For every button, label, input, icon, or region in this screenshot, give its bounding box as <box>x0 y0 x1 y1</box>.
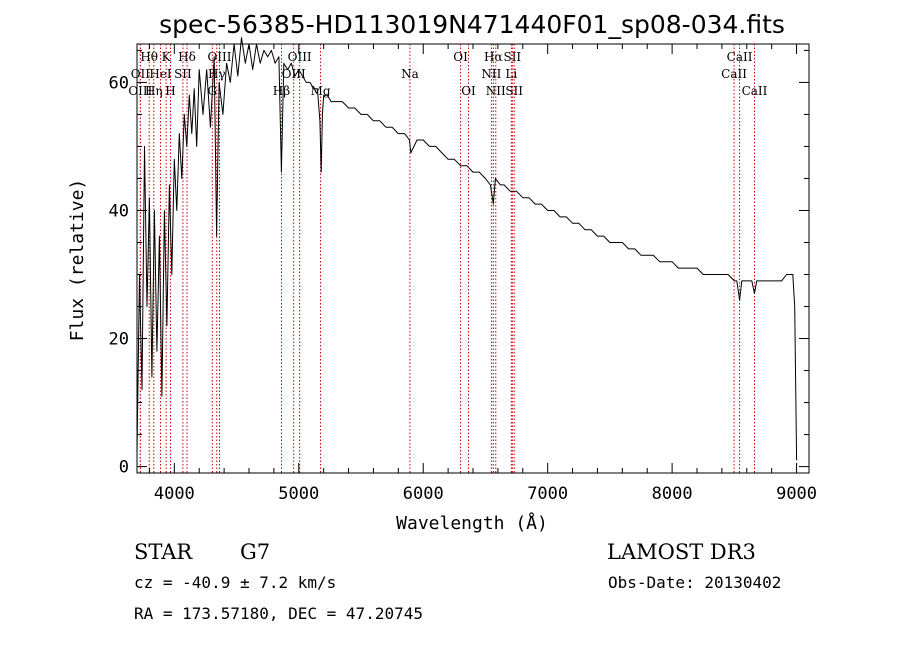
chart-title: spec-56385-HD113019N471440F01_sp08-034.f… <box>159 10 785 39</box>
spectral-line-label: NII <box>486 84 506 98</box>
spectral-line-label: Mg <box>311 84 331 98</box>
spectral-line-label: CaII <box>727 50 753 64</box>
spectral-line-label: OIII <box>288 50 312 64</box>
ra-dec-coordinates: RA = 173.57180, DEC = 47.20745 <box>134 604 423 623</box>
object-class: STAR <box>134 540 193 564</box>
spectral-line-label: Hγ <box>208 67 226 81</box>
spectral-line-label: Hβ <box>273 84 290 98</box>
x-tick-label: 9000 <box>776 484 817 504</box>
spectral-line-label: SII <box>503 50 521 64</box>
spectral-line-label: Li <box>505 67 517 81</box>
y-tick-label: 60 <box>109 73 129 93</box>
spectral-line-label: H <box>165 84 175 98</box>
x-axis-label: Wavelength (Å) <box>396 512 548 534</box>
y-tick-label: 0 <box>119 458 129 478</box>
spectral-subclass: G7 <box>240 540 270 564</box>
y-tick-label: 40 <box>109 201 129 221</box>
survey-name: LAMOST DR3 <box>607 540 756 564</box>
y-axis-label: Flux (relative) <box>67 179 88 342</box>
spectral-line-label: OIII <box>282 67 306 81</box>
x-tick-label: 7000 <box>527 484 568 504</box>
spectral-line-label: OI <box>461 84 476 98</box>
spectral-line-label: K <box>162 50 172 64</box>
x-tick-label: 4000 <box>154 484 195 504</box>
spectral-line-label: NII <box>481 67 501 81</box>
spectral-line-label: HeI <box>149 67 172 81</box>
spectral-line-label: OIII <box>207 50 231 64</box>
x-tick-label: 6000 <box>403 484 444 504</box>
spectral-line-label: Hδ <box>178 50 196 64</box>
x-tick-label: 5000 <box>278 484 319 504</box>
redshift-velocity: cz = -40.9 ± 7.2 km/s <box>134 573 336 592</box>
spectral-line-label: CaII <box>721 67 747 81</box>
spectral-line-label: Hθ <box>140 50 158 64</box>
spectral-line-label: CaII <box>742 84 768 98</box>
spectral-line-label: OII <box>131 67 151 81</box>
spectral-line-label: Hη <box>145 84 163 98</box>
spectral-line-label: OI <box>453 50 468 64</box>
y-tick-label: 20 <box>109 330 129 350</box>
spectral-line-label: Na <box>401 67 419 81</box>
x-tick-label: 8000 <box>652 484 693 504</box>
flux-series-line <box>136 37 798 461</box>
spectral-line-label: SII <box>505 84 523 98</box>
spectral-line-label: Hα <box>484 50 503 64</box>
spectral-line-label: OIII <box>128 84 152 98</box>
spectral-line-label: G <box>207 84 217 98</box>
plot-frame <box>136 43 810 474</box>
spectral-line-label: SII <box>174 67 192 81</box>
observation-date: Obs-Date: 20130402 <box>608 573 781 592</box>
